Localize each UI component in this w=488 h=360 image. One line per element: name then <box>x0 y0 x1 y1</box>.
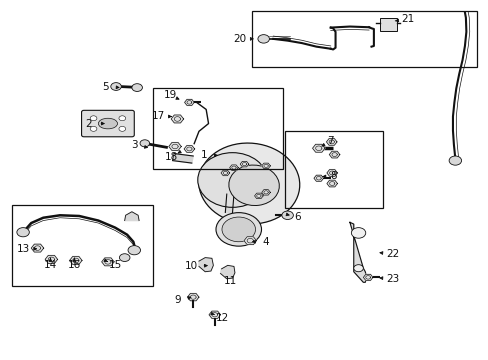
Polygon shape <box>225 194 233 212</box>
Text: 21: 21 <box>400 14 413 24</box>
Circle shape <box>257 35 269 43</box>
Text: 6: 6 <box>293 212 300 222</box>
Circle shape <box>119 116 125 121</box>
Ellipse shape <box>222 217 255 242</box>
Polygon shape <box>124 212 139 221</box>
Text: 22: 22 <box>386 249 399 259</box>
Text: 19: 19 <box>163 90 177 100</box>
Polygon shape <box>69 256 82 264</box>
Polygon shape <box>31 244 43 252</box>
Bar <box>285 131 383 208</box>
Polygon shape <box>45 255 58 264</box>
Text: 10: 10 <box>185 261 198 271</box>
Text: 18: 18 <box>164 152 178 162</box>
Text: 13: 13 <box>17 244 30 254</box>
Text: 15: 15 <box>108 260 122 270</box>
Ellipse shape <box>199 143 299 224</box>
Circle shape <box>119 254 130 261</box>
Text: 16: 16 <box>68 260 81 270</box>
Ellipse shape <box>98 118 117 129</box>
Ellipse shape <box>216 213 261 246</box>
Polygon shape <box>229 165 238 170</box>
Polygon shape <box>254 193 263 199</box>
Text: 12: 12 <box>216 312 229 323</box>
Polygon shape <box>313 175 323 181</box>
Text: 9: 9 <box>174 295 181 305</box>
Polygon shape <box>240 161 248 167</box>
Text: 8: 8 <box>329 171 336 181</box>
Polygon shape <box>326 180 337 187</box>
Text: 20: 20 <box>233 34 246 44</box>
Circle shape <box>132 84 142 91</box>
Bar <box>379 18 396 31</box>
Circle shape <box>90 126 97 131</box>
Circle shape <box>140 140 149 147</box>
Polygon shape <box>184 145 194 152</box>
Polygon shape <box>221 170 229 176</box>
Text: 14: 14 <box>44 260 57 270</box>
Text: 5: 5 <box>102 81 109 91</box>
Circle shape <box>90 116 97 121</box>
Circle shape <box>128 246 140 255</box>
Polygon shape <box>326 170 337 176</box>
Polygon shape <box>349 222 366 282</box>
Polygon shape <box>363 274 372 280</box>
Ellipse shape <box>197 153 267 207</box>
Text: 11: 11 <box>223 275 236 285</box>
Text: 1: 1 <box>200 150 206 160</box>
Bar <box>251 11 476 67</box>
Circle shape <box>17 228 29 237</box>
Circle shape <box>448 156 461 165</box>
Text: 17: 17 <box>151 112 164 121</box>
Polygon shape <box>187 293 199 301</box>
Circle shape <box>353 265 363 272</box>
Circle shape <box>119 126 125 131</box>
Polygon shape <box>326 139 336 145</box>
Circle shape <box>281 211 293 220</box>
FancyBboxPatch shape <box>81 110 134 137</box>
Circle shape <box>111 83 121 90</box>
Polygon shape <box>261 190 270 195</box>
Polygon shape <box>220 265 234 279</box>
Text: 4: 4 <box>262 237 269 247</box>
Polygon shape <box>328 151 339 158</box>
Polygon shape <box>184 99 194 105</box>
Polygon shape <box>261 163 270 168</box>
Polygon shape <box>199 258 213 272</box>
Bar <box>12 205 153 286</box>
Polygon shape <box>244 237 256 245</box>
Text: 7: 7 <box>327 136 333 146</box>
Text: 3: 3 <box>131 140 137 150</box>
Polygon shape <box>172 154 193 163</box>
Polygon shape <box>168 143 181 150</box>
Text: 23: 23 <box>386 274 399 284</box>
Polygon shape <box>171 115 183 123</box>
Ellipse shape <box>228 165 279 206</box>
Circle shape <box>351 228 365 238</box>
Polygon shape <box>208 311 220 319</box>
Polygon shape <box>312 144 325 152</box>
Bar <box>153 88 282 170</box>
Polygon shape <box>102 258 114 266</box>
Text: 2: 2 <box>85 118 92 129</box>
